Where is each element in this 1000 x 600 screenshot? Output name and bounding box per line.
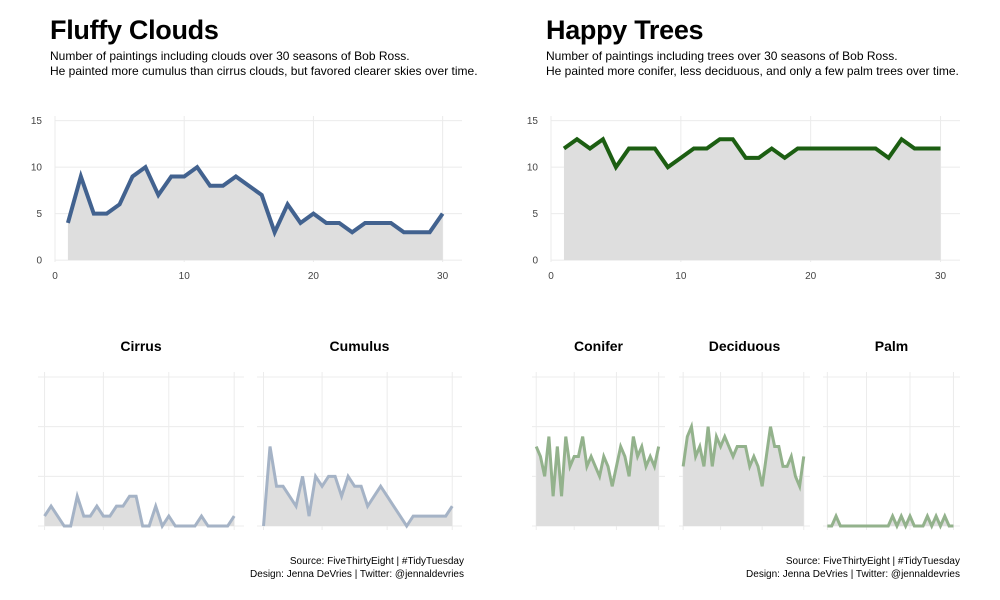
trees-conifer-facet-title: Conifer: [574, 338, 624, 354]
clouds-subtitle-line-1: Number of paintings including clouds ove…: [50, 49, 410, 63]
trees-x-tick-label: 10: [675, 271, 687, 282]
trees-y-tick-label: 5: [532, 209, 538, 220]
trees-title: Happy Trees: [546, 15, 704, 45]
trees-y-tick-label: 10: [527, 163, 539, 174]
clouds-title: Fluffy Clouds: [50, 15, 219, 45]
clouds-design-line: Design: Jenna DeVries | Twitter: @jennal…: [250, 569, 464, 580]
trees-subtitle-line-2: He painted more conifer, less deciduous,…: [546, 64, 959, 78]
trees-chart: 0 5 10 15 0 10 20 30 Conifer Deciduous Palm: [527, 116, 960, 530]
clouds-subtitle-line-2: He painted more cumulus than cirrus clou…: [50, 64, 478, 78]
clouds-cumulus-facet-title: Cumulus: [330, 338, 390, 354]
trees-palm-line: [827, 512, 954, 530]
trees-subtitle-line-1: Number of paintings including trees over…: [546, 49, 898, 63]
trees-main-line: [562, 136, 941, 172]
clouds-chart: 0 5 10 15 0 10 20 30 Cirrus Cumulus: [31, 116, 462, 530]
trees-palm-facet-title: Palm: [875, 338, 908, 354]
trees-deciduous-line: [681, 421, 806, 492]
trees-source-caption: Source: FiveThirtyEight | #TidyTuesday D…: [746, 555, 960, 581]
trees-conifer-line: [534, 436, 661, 497]
clouds-y-tick-label: 5: [36, 209, 42, 220]
trees-deciduous-facet-title: Deciduous: [709, 338, 781, 354]
clouds-y-tick-label: 15: [31, 116, 43, 127]
trees-x-tick-label: 30: [935, 271, 947, 282]
trees-x-tick-label: 20: [805, 271, 817, 282]
trees-panel: Happy Trees Number of paintings includin…: [496, 0, 996, 600]
trees-main-area-fill: [563, 139, 941, 261]
trees-deciduous-area-fill: [683, 426, 804, 527]
clouds-y-tick-label: 0: [36, 256, 42, 267]
trees-conifer-area-fill: [536, 436, 659, 527]
clouds-x-tick-label: 20: [308, 271, 320, 282]
clouds-cumulus-line: [262, 446, 454, 529]
clouds-x-tick-label: 30: [437, 271, 449, 282]
trees-design-line: Design: Jenna DeVries | Twitter: @jennal…: [746, 569, 960, 580]
clouds-cirrus-facet-title: Cirrus: [120, 338, 161, 354]
trees-subtitle: Number of paintings including trees over…: [546, 49, 959, 79]
clouds-panel: Fluffy Clouds Number of paintings includ…: [31, 15, 478, 581]
clouds-main-line: [65, 164, 445, 238]
clouds-subtitle: Number of paintings including clouds ove…: [50, 49, 478, 79]
clouds-x-tick-label: 0: [52, 271, 58, 282]
trees-source-line: Source: FiveThirtyEight | #TidyTuesday: [785, 556, 960, 567]
clouds-y-tick-label: 10: [31, 163, 43, 174]
trees-y-tick-label: 0: [532, 256, 538, 267]
trees-x-tick-label: 0: [548, 271, 554, 282]
clouds-x-tick-label: 10: [179, 271, 191, 282]
clouds-cirrus-line: [43, 490, 236, 530]
trees-y-tick-label: 15: [527, 116, 539, 127]
clouds-source-line: Source: FiveThirtyEight | #TidyTuesday: [289, 556, 464, 567]
clouds-source-caption: Source: FiveThirtyEight | #TidyTuesday D…: [250, 555, 464, 581]
